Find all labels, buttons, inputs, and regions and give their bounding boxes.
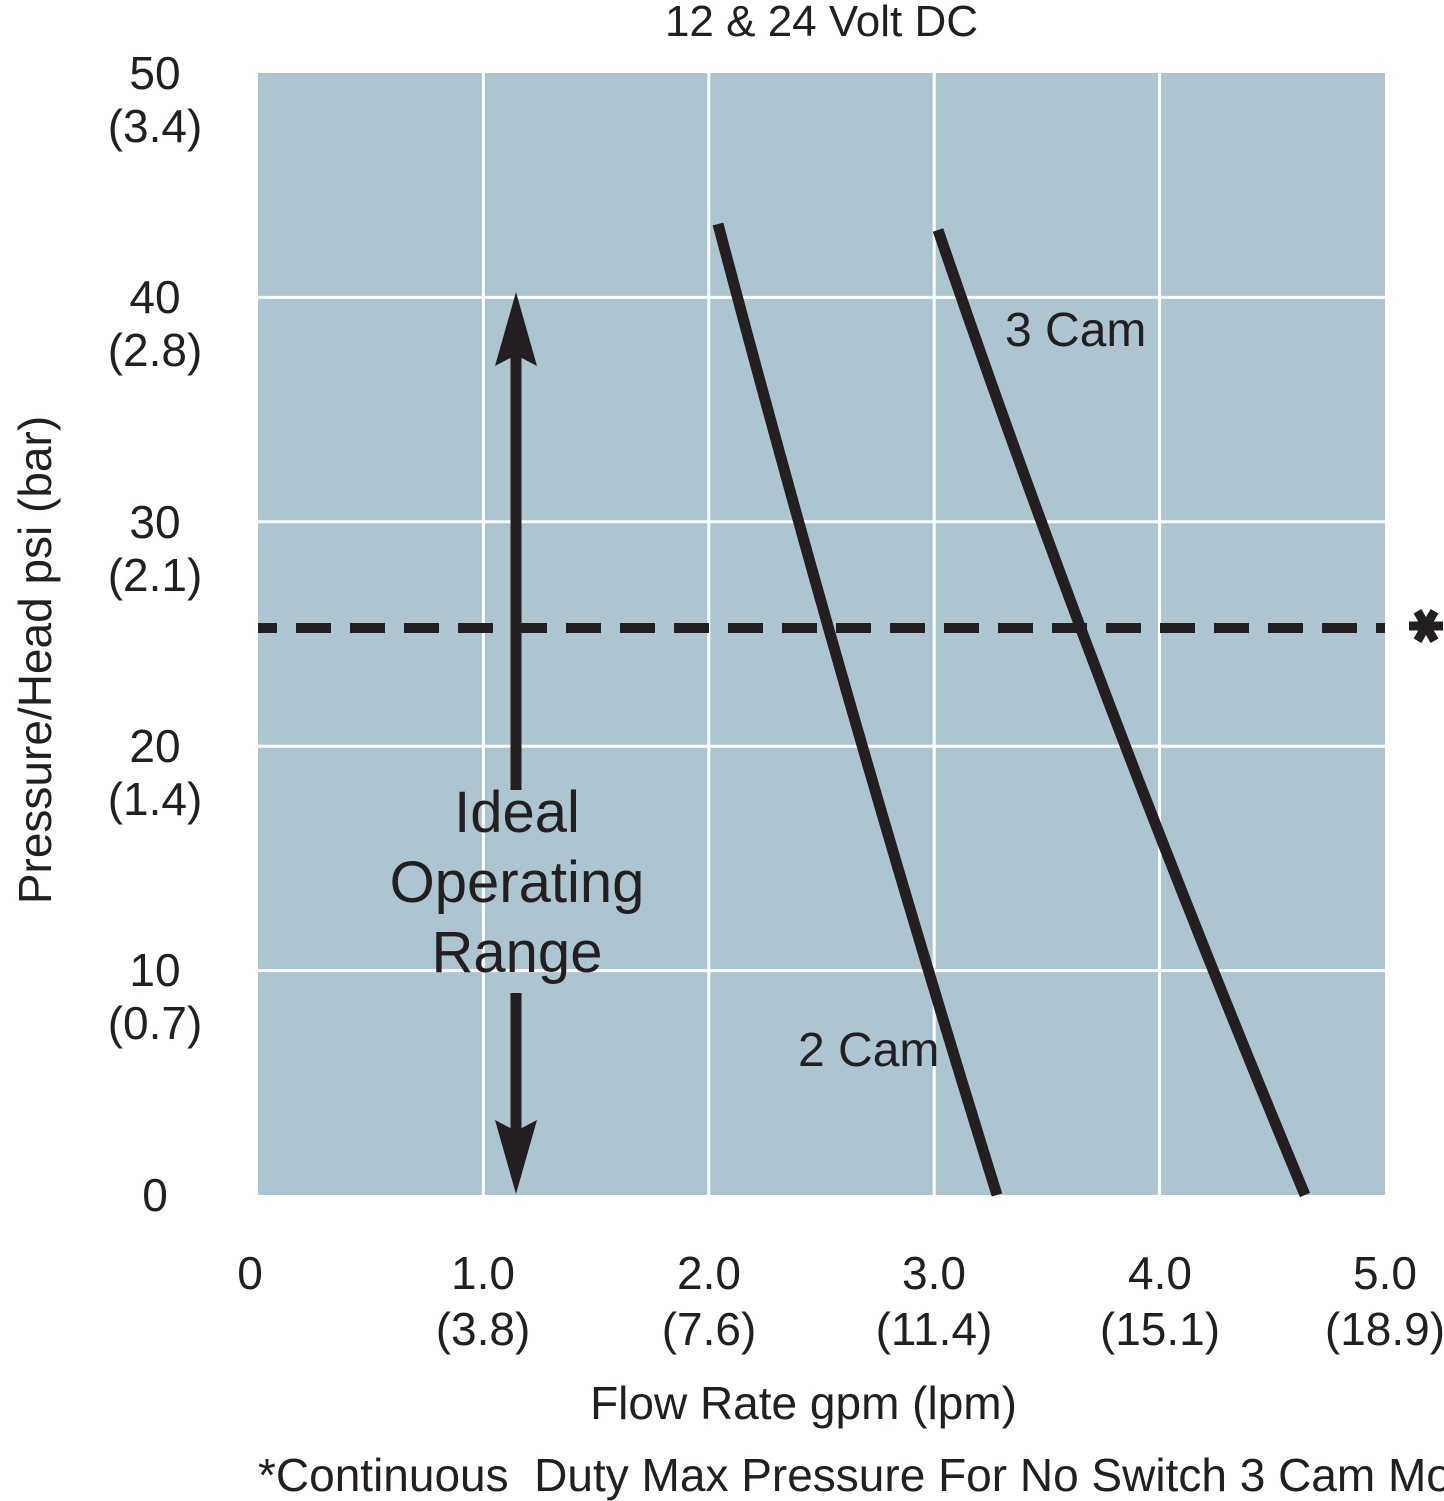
x-tick-1: 1.0 (3.8) bbox=[435, 1247, 531, 1355]
x-tick-2: 2.0 (7.6) bbox=[661, 1247, 757, 1355]
curve-3-cam bbox=[932, 228, 1311, 1198]
y-tick-20: 20 (1.4) bbox=[107, 720, 203, 825]
curve-2-cam bbox=[712, 222, 1003, 1197]
x-tick-0: 0 bbox=[237, 1247, 263, 1299]
ideal-operating-range-label: Ideal Operating Range bbox=[389, 780, 645, 985]
y-tick-10: 10 (0.7) bbox=[107, 944, 203, 1049]
footnote: *Continuous Duty Max Pressure For No Swi… bbox=[258, 1449, 1444, 1501]
y-tick-40: 40 (2.8) bbox=[107, 271, 203, 376]
curve-label-2-cam: 2 Cam bbox=[798, 1024, 940, 1077]
curve-label-3-cam: 3 Cam bbox=[1005, 304, 1147, 357]
arrow-up-icon bbox=[495, 292, 537, 366]
x-tick-5: 5.0 (18.9) bbox=[1324, 1247, 1444, 1355]
x-axis-label: Flow Rate gpm (lpm) bbox=[590, 1377, 1017, 1429]
ideal-range-arrow bbox=[495, 292, 537, 1194]
y-axis-label: Pressure/Head psi (bar) bbox=[9, 415, 61, 905]
x-tick-4: 4.0 (15.1) bbox=[1099, 1247, 1221, 1355]
asterisk-marker bbox=[1409, 609, 1443, 643]
chart-title: 12 & 24 Volt DC bbox=[664, 0, 979, 46]
arrow-down-icon bbox=[495, 1120, 537, 1194]
y-tick-30: 30 (2.1) bbox=[107, 496, 203, 601]
x-tick-3: 3.0 (11.4) bbox=[875, 1247, 993, 1355]
y-tick-0: 0 bbox=[142, 1169, 168, 1221]
gridlines bbox=[258, 73, 1385, 1195]
y-tick-50: 50 (3.4) bbox=[107, 47, 203, 152]
plot-area bbox=[258, 73, 1385, 1195]
